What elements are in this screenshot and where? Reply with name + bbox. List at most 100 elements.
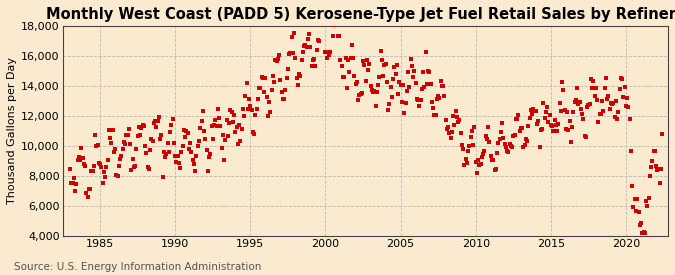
Point [141, 150, 152, 155]
Point [113, 164, 124, 168]
Point [284, 52, 294, 56]
Point [66, 181, 77, 185]
Point [537, 127, 547, 131]
Point [274, 53, 285, 57]
Point [182, 131, 193, 136]
Point [244, 97, 254, 101]
Point [185, 141, 196, 145]
Point [462, 161, 472, 165]
Point [170, 153, 181, 158]
Point [622, 96, 632, 100]
Point [275, 78, 286, 83]
Point [325, 50, 336, 54]
Point [421, 81, 432, 86]
Point [458, 147, 468, 152]
Point [153, 115, 164, 119]
Point [238, 107, 248, 111]
Point [509, 133, 520, 137]
Point [474, 163, 485, 167]
Point [232, 142, 243, 146]
Point [598, 109, 609, 113]
Point [252, 97, 263, 101]
Point [125, 141, 136, 146]
Point [250, 112, 261, 117]
Point [279, 97, 290, 102]
Point [438, 84, 449, 88]
Point [313, 38, 323, 43]
Point [255, 86, 266, 91]
Point [134, 125, 144, 130]
Point [446, 136, 456, 140]
Point [67, 181, 78, 185]
Point [160, 155, 171, 159]
Point [105, 136, 115, 140]
Point [259, 89, 269, 94]
Point [248, 130, 259, 134]
Point [119, 142, 130, 147]
Point [562, 110, 572, 114]
Point [343, 58, 354, 62]
Point [263, 114, 273, 119]
Point [213, 116, 224, 120]
Point [518, 145, 529, 149]
Point [84, 187, 95, 191]
Point [321, 56, 332, 60]
Point [538, 101, 549, 105]
Point [437, 83, 448, 88]
Point [524, 116, 535, 120]
Point [161, 152, 172, 156]
Point [636, 221, 647, 226]
Point [368, 89, 379, 94]
Point [380, 62, 391, 66]
Point [370, 104, 381, 108]
Point [415, 97, 426, 102]
Point [591, 86, 601, 91]
Point [144, 167, 155, 172]
Point [76, 146, 86, 150]
Point [75, 158, 86, 162]
Point [317, 16, 327, 20]
Point [585, 76, 596, 81]
Point [315, 20, 326, 24]
Point [191, 154, 202, 158]
Point [179, 128, 190, 132]
Point [374, 75, 385, 79]
Point [329, 22, 340, 27]
Point [493, 141, 504, 145]
Point [379, 62, 389, 67]
Point [557, 80, 568, 85]
Point [100, 175, 111, 179]
Point [362, 67, 373, 72]
Point [533, 118, 544, 123]
Point [485, 154, 496, 158]
Point [423, 69, 433, 73]
Point [556, 109, 566, 114]
Point [333, 34, 344, 39]
Point [431, 97, 442, 101]
Point [595, 112, 606, 116]
Point [443, 125, 454, 129]
Point [215, 124, 225, 128]
Point [373, 82, 383, 87]
Point [151, 125, 162, 129]
Point [90, 133, 101, 137]
Point [400, 100, 411, 105]
Point [477, 155, 487, 160]
Point [441, 126, 452, 131]
Point [554, 101, 565, 105]
Point [260, 76, 271, 80]
Point [553, 122, 564, 126]
Point [324, 53, 335, 57]
Point [136, 126, 146, 130]
Point [196, 119, 207, 123]
Point [142, 164, 153, 169]
Point [103, 128, 114, 132]
Point [421, 50, 431, 54]
Point [503, 150, 514, 154]
Point [593, 120, 604, 125]
Point [122, 133, 133, 138]
Point [494, 137, 505, 142]
Point [427, 100, 437, 104]
Point [80, 164, 90, 169]
Point [181, 129, 192, 133]
